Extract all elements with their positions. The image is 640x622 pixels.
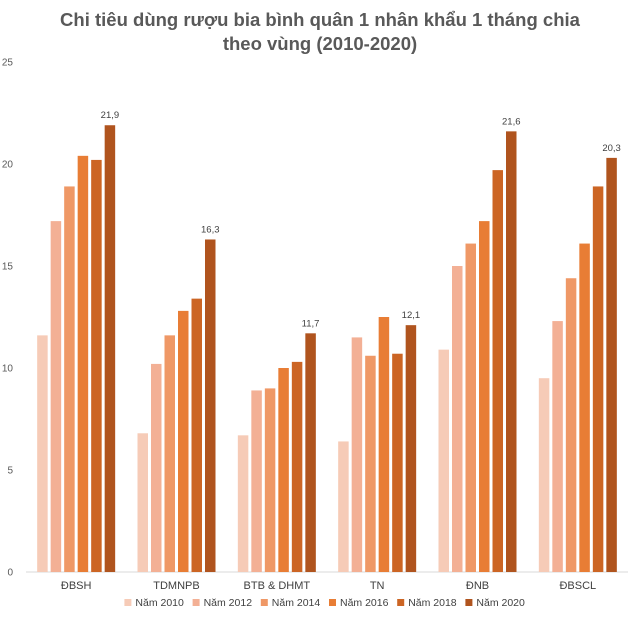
legend-label: Năm 2018: [408, 597, 457, 609]
bar: [178, 310, 189, 572]
category-label: ĐBSCL: [559, 580, 596, 592]
legend-label: Năm 2012: [204, 597, 253, 609]
data-label: 12,1: [402, 310, 421, 321]
bar: [552, 321, 563, 572]
bar: [278, 368, 289, 572]
bar: [77, 155, 89, 572]
bar: [104, 125, 116, 573]
bar: [506, 131, 517, 573]
bar: [305, 333, 316, 572]
data-label: 21,6: [502, 116, 521, 127]
category-label: ĐNB: [466, 580, 489, 592]
bar: [37, 335, 48, 572]
data-label: 21,9: [101, 110, 120, 121]
bar: [365, 355, 376, 572]
bar: [64, 186, 75, 572]
bar: [237, 435, 249, 572]
bar: [565, 278, 577, 572]
bar: [137, 433, 148, 572]
bar: [91, 159, 102, 573]
bar: [479, 221, 490, 572]
legend-swatch: [329, 599, 336, 606]
data-label: 20,3: [602, 143, 621, 154]
bar: [492, 170, 503, 572]
category-label: ĐBSH: [61, 580, 92, 592]
bar: [465, 243, 476, 572]
y-tick-label: 20: [2, 160, 14, 171]
legend-swatch: [397, 599, 405, 606]
y-tick-label: 15: [2, 262, 14, 273]
bar: [378, 317, 390, 572]
category-label: TN: [370, 580, 385, 592]
chart-title: Chi tiêu dùng rượu bia bình quân 1 nhân …: [40, 8, 600, 56]
chart-title-line1: Chi tiêu dùng rượu bia bình quân 1 nhân …: [60, 9, 580, 30]
category-label: BTB & DHMT: [244, 580, 311, 592]
bar: [251, 390, 262, 572]
bar: [291, 361, 303, 572]
y-tick-label: 0: [7, 568, 13, 579]
bar: [392, 353, 403, 572]
bar: [50, 221, 62, 572]
bar: [205, 239, 216, 573]
chart-title-line2: theo vùng (2010-2020): [222, 33, 418, 54]
bar: [538, 378, 550, 572]
bar: [338, 441, 349, 572]
bar: [264, 388, 276, 572]
y-tick-label: 25: [2, 58, 14, 69]
legend-swatch: [465, 599, 473, 606]
bar: [579, 243, 590, 572]
legend-label: Năm 2014: [272, 597, 321, 609]
bar: [164, 335, 175, 572]
bar: [191, 298, 202, 572]
y-tick-label: 10: [2, 364, 14, 375]
category-label: TDMNPB: [153, 580, 199, 592]
data-label: 16,3: [201, 224, 220, 235]
bar: [606, 157, 617, 572]
bar: [452, 266, 463, 572]
data-label: 11,7: [302, 318, 320, 329]
legend-swatch: [260, 599, 268, 606]
bar: [405, 325, 417, 572]
legend-swatch: [192, 599, 200, 606]
bar: [351, 337, 363, 572]
bar: [592, 186, 604, 572]
legend-label: Năm 2020: [476, 597, 525, 609]
legend-label: Năm 2016: [340, 597, 389, 609]
legend-label: Năm 2010: [135, 597, 184, 609]
y-tick-label: 5: [7, 466, 13, 477]
legend-swatch: [124, 599, 132, 606]
bar: [438, 349, 449, 572]
bar: [151, 363, 162, 572]
